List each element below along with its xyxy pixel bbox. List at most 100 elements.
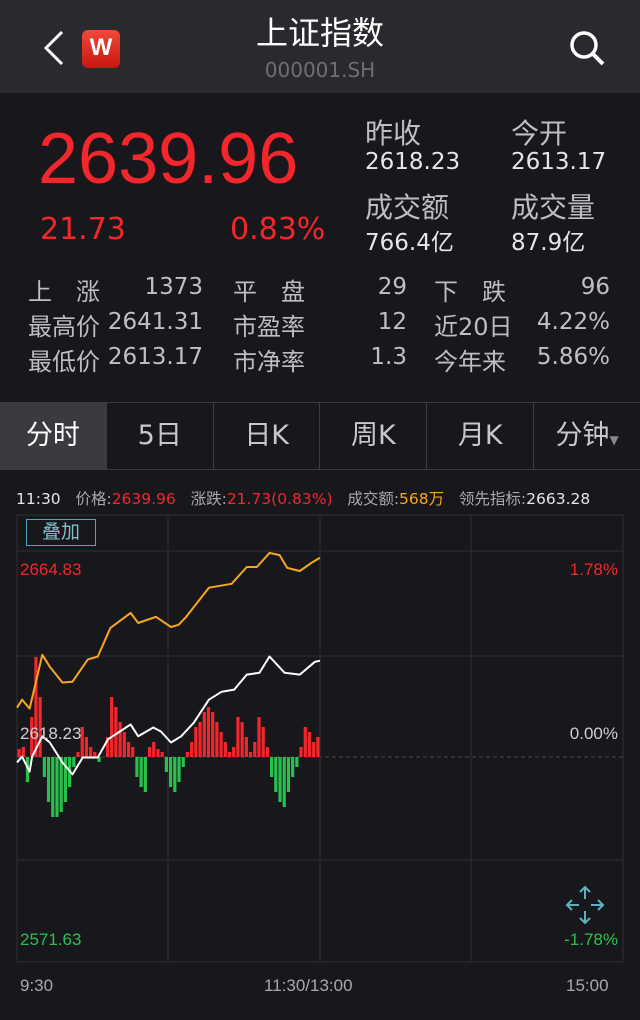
bar-down [135,757,139,777]
stat-value: 1373 [144,274,203,300]
prev-close-label: 昨收 [365,117,422,150]
x-tick-close: 15:00 [566,976,609,995]
y-min-label: 2571.63 [20,930,82,949]
intraday-chart[interactable] [0,510,640,1020]
open-label: 今开 [511,117,568,150]
move-arrows-icon[interactable] [564,884,606,926]
bar-up [93,752,97,757]
bar-down [139,757,143,787]
pct-min-label: -1.78% [564,930,618,949]
bar-up [248,752,253,757]
info-time: 11:30 [16,490,61,508]
bar-up [84,737,89,757]
y-mid-label: 2618.23 [20,724,82,743]
bar-up [194,727,198,757]
tab-5day[interactable]: 5日 [107,403,214,469]
bar-down [42,757,46,777]
bar-up [215,722,219,757]
x-tick-open: 9:30 [20,976,54,995]
stat-label: 最低价 [28,348,100,376]
tab-minute-label: 分钟 [555,420,610,451]
tab-minute[interactable]: 分钟▼ [534,403,640,469]
bar-up [265,747,269,757]
page-title: 上证指数 [255,14,384,52]
bar-up [198,722,202,757]
stock-code: 000001.SH [264,58,376,82]
bar-up [76,752,80,757]
tab-monthly-k[interactable]: 月K [427,403,535,469]
bar-down [55,757,59,817]
stat-label: 今年来 [434,348,506,376]
price-change: 21.73 [40,212,126,247]
info-chg-label: 涨跌: [190,490,227,508]
bar-up [316,737,320,757]
bar-up [21,747,25,757]
bar-down [164,757,168,772]
bar-down [278,757,282,802]
bar-up [190,742,194,757]
prev-close-value: 2618.23 [365,149,461,175]
bar-up [202,712,206,757]
header: W 上证指数 000001.SH [0,0,640,93]
stat-value: 4.22% [536,309,610,335]
amount-label: 成交额 [365,191,450,224]
bar-up [299,747,303,757]
stat-label: 市盈率 [233,313,305,341]
bar-up [240,722,244,757]
bar-up [38,697,42,757]
stat-label: 下 跌 [434,278,506,306]
bar-up [17,749,21,757]
w-logo-icon[interactable]: W [82,30,120,68]
bar-down [270,757,274,777]
bar-down [72,757,76,767]
bar-up [185,752,190,757]
bar-down [295,757,299,767]
bar-up [253,742,257,757]
bar-down [286,757,291,792]
info-amount-label: 成交额: [347,490,400,508]
bar-up [244,737,248,757]
bar-up [89,747,93,757]
bar-up [156,749,160,757]
bar-down [46,757,51,802]
bar-up [236,717,240,757]
bar-up [303,727,307,757]
stat-label: 最高价 [28,313,100,341]
chevron-left-icon[interactable] [40,28,70,68]
tab-intraday[interactable]: 分时 [0,403,107,469]
bar-up [257,717,261,757]
bar-up [105,737,110,757]
stat-value: 2613.17 [107,344,203,370]
search-icon[interactable] [566,27,608,69]
amount-value: 766.4亿 [365,230,454,256]
tab-weekly-k[interactable]: 周K [320,403,428,469]
info-lead: 2663.28 [526,490,591,508]
bar-down [291,757,295,777]
bar-down [169,757,173,787]
bar-up [261,727,265,757]
stat-value: 1.3 [370,344,407,370]
tab-daily-k[interactable]: 日K [214,403,321,469]
bar-down [181,757,185,767]
price-change-pct: 0.83% [230,212,326,247]
stat-label: 近20日 [434,313,513,341]
lead-index-line [16,551,321,710]
bar-up [118,722,122,757]
bar-up [80,727,84,757]
bar-up [152,742,156,757]
pct-max-label: 1.78% [569,560,618,579]
bar-down [59,757,63,812]
bar-down [143,757,147,792]
bar-down [97,757,101,762]
bar-up [114,707,118,757]
bar-up [34,657,38,757]
overlay-button[interactable]: 叠加 [26,519,96,546]
bar-up [110,697,114,757]
bar-down [173,757,177,792]
volume-label: 成交量 [511,191,596,224]
info-chg: 21.73(0.83%) [226,490,333,508]
info-price: 2639.96 [111,490,176,508]
info-amount: 568万 [399,490,445,508]
stat-label: 平 盘 [233,278,305,306]
period-tabs: 分时 5日 日K 周K 月K 分钟▼ [0,402,640,470]
